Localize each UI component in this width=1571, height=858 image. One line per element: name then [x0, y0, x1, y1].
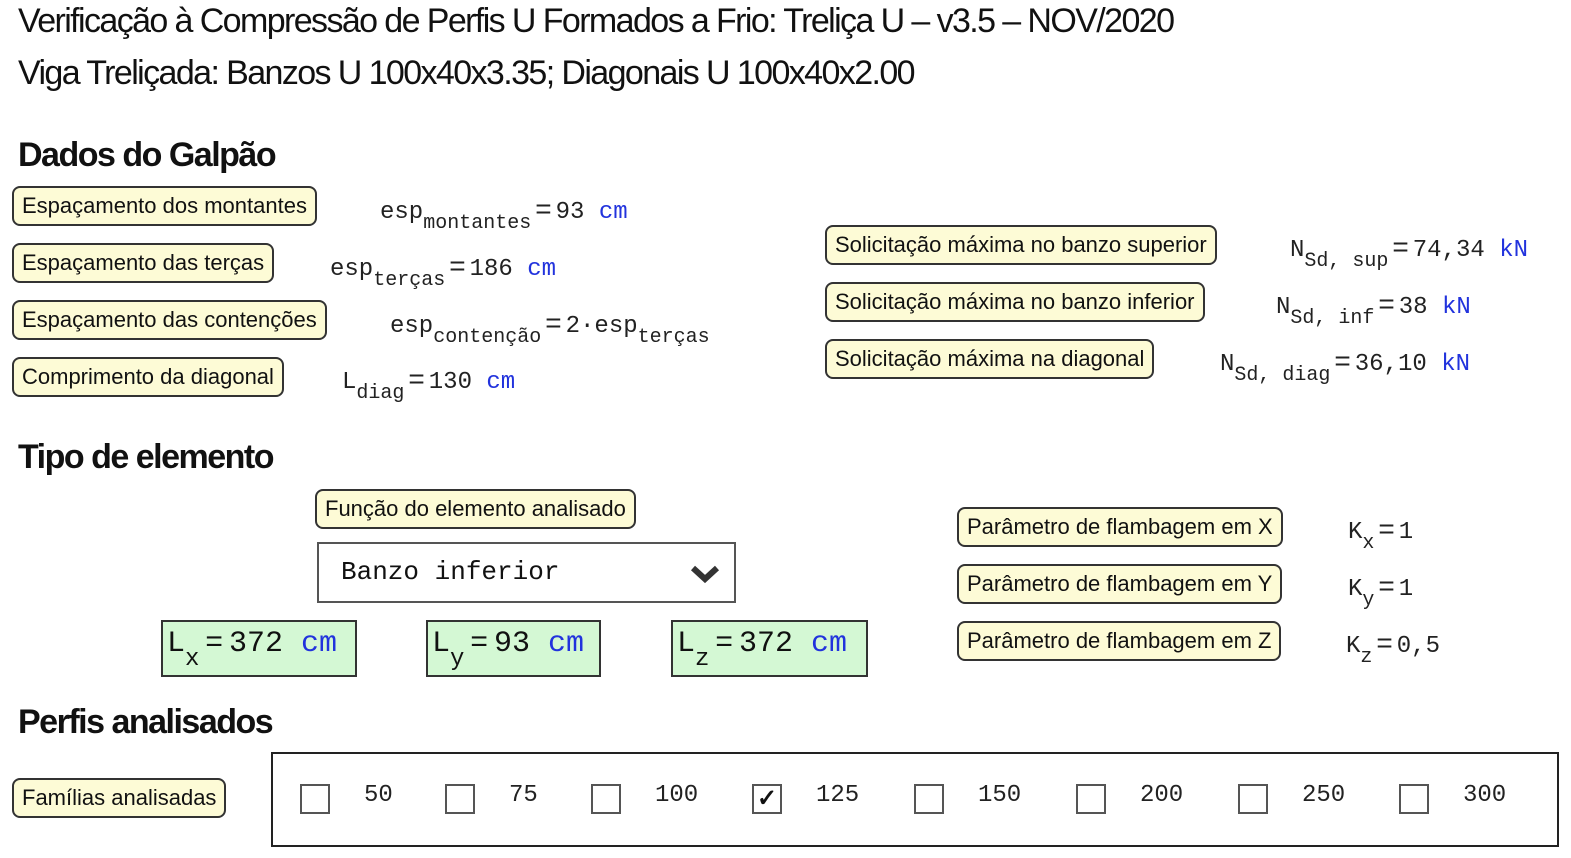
- value: 36,10: [1354, 351, 1427, 378]
- value: 186: [469, 256, 513, 283]
- expr-esp-tercas[interactable]: espterças = 186 cm: [330, 250, 557, 292]
- subscript: contenção: [433, 326, 542, 349]
- expr-nsd-inf[interactable]: NSd, inf = 38 kN: [1276, 288, 1471, 330]
- checkbox-family-125[interactable]: ✓: [752, 784, 782, 814]
- chevron-down-icon: [690, 565, 720, 584]
- result-lz: Lz= 372 cm: [671, 620, 868, 677]
- checkbox-family-200[interactable]: [1076, 784, 1106, 814]
- page-subtitle: Viga Treliçada: Banzos U 100x40x3.35; Di…: [18, 54, 916, 92]
- label-espacamento-tercas: Espaçamento das terças: [12, 243, 275, 283]
- dropdown-value: Banzo inferior: [341, 557, 560, 587]
- label-kx: Parâmetro de flambagem em X: [957, 507, 1283, 547]
- subscript: Sd, diag: [1234, 364, 1331, 387]
- checkbox-label: 100: [655, 782, 699, 809]
- expr-esp-montantes[interactable]: espmontantes = 93 cm: [380, 193, 628, 235]
- label-banzo-inferior: Solicitação máxima no banzo inferior: [825, 282, 1205, 322]
- subscript: terças: [373, 269, 446, 292]
- subscript: diag: [356, 382, 405, 405]
- symbol: N: [1220, 351, 1235, 378]
- checkbox-family-150[interactable]: [914, 784, 944, 814]
- subscript: montantes: [423, 212, 532, 235]
- unit: kN: [1441, 351, 1471, 378]
- subscript: Sd, inf: [1290, 307, 1375, 330]
- label-diagonal: Solicitação máxima na diagonal: [825, 339, 1155, 379]
- label-funcao-elemento: Função do elemento analisado: [315, 489, 636, 529]
- checkbox-label: 50: [364, 782, 393, 809]
- expr-kz[interactable]: Kz = 0,5: [1346, 627, 1440, 669]
- section-heading-perfis: Perfis analisados: [18, 703, 274, 741]
- expr-esp-contencao[interactable]: espcontenção = 2·espterças: [390, 307, 710, 349]
- subscript: terças: [637, 326, 710, 349]
- checkbox-label: 150: [978, 782, 1022, 809]
- expr-kx[interactable]: Kx = 1: [1348, 513, 1414, 555]
- symbol: esp: [330, 256, 374, 283]
- label-familias: Famílias analisadas: [12, 778, 227, 818]
- value: 93: [555, 199, 585, 226]
- unit: kN: [1442, 294, 1471, 321]
- checkbox-family-75[interactable]: [445, 784, 475, 814]
- checkbox-family-50[interactable]: [300, 784, 330, 814]
- symbol: N: [1276, 294, 1291, 321]
- expr-nsd-diag[interactable]: NSd, diag = 36,10 kN: [1220, 345, 1471, 387]
- symbol: N: [1290, 237, 1305, 264]
- label-espacamento-contencoes: Espaçamento das contenções: [12, 300, 327, 340]
- symbol: esp: [380, 199, 424, 226]
- result-lx: Lx= 372 cm: [161, 620, 357, 677]
- value: 74,34: [1412, 237, 1485, 264]
- function-dropdown[interactable]: Banzo inferior: [317, 542, 736, 603]
- symbol: esp: [390, 313, 434, 340]
- unit: cm: [598, 199, 628, 226]
- section-heading-galpao: Dados do Galpão: [18, 136, 277, 174]
- label-banzo-superior: Solicitação máxima no banzo superior: [825, 225, 1217, 265]
- checkbox-label: 125: [816, 782, 860, 809]
- value: 38: [1398, 294, 1428, 321]
- unit: cm: [527, 256, 557, 283]
- families-checkbox-group: 50 75 100 ✓ 125 150 200 250 300: [271, 752, 1559, 847]
- unit: cm: [486, 369, 516, 396]
- checkbox-label: 200: [1140, 782, 1184, 809]
- checkbox-family-250[interactable]: [1238, 784, 1268, 814]
- expr-ky[interactable]: Ky = 1: [1348, 570, 1414, 612]
- section-heading-tipo: Tipo de elemento: [18, 438, 274, 476]
- label-comprimento-diagonal: Comprimento da diagonal: [12, 357, 284, 397]
- label-espacamento-montantes: Espaçamento dos montantes: [12, 186, 317, 226]
- symbol: L: [342, 369, 357, 396]
- result-ly: Ly= 93 cm: [426, 620, 601, 677]
- checkbox-label: 300: [1463, 782, 1507, 809]
- checkbox-family-300[interactable]: [1399, 784, 1429, 814]
- checkbox-label: 250: [1302, 782, 1346, 809]
- label-ky: Parâmetro de flambagem em Y: [957, 564, 1283, 604]
- subscript: Sd, sup: [1304, 250, 1389, 273]
- expr-l-diag[interactable]: Ldiag = 130 cm: [342, 363, 516, 405]
- value: 2·esp: [565, 313, 638, 340]
- unit: kN: [1499, 237, 1529, 264]
- page-title: Verificação à Compressão de Perfis U For…: [18, 2, 1175, 40]
- expr-nsd-sup[interactable]: NSd, sup = 74,34 kN: [1290, 231, 1529, 273]
- checkbox-family-100[interactable]: [591, 784, 621, 814]
- checkbox-label: 75: [509, 782, 538, 809]
- value: 130: [428, 369, 472, 396]
- label-kz: Parâmetro de flambagem em Z: [957, 621, 1282, 661]
